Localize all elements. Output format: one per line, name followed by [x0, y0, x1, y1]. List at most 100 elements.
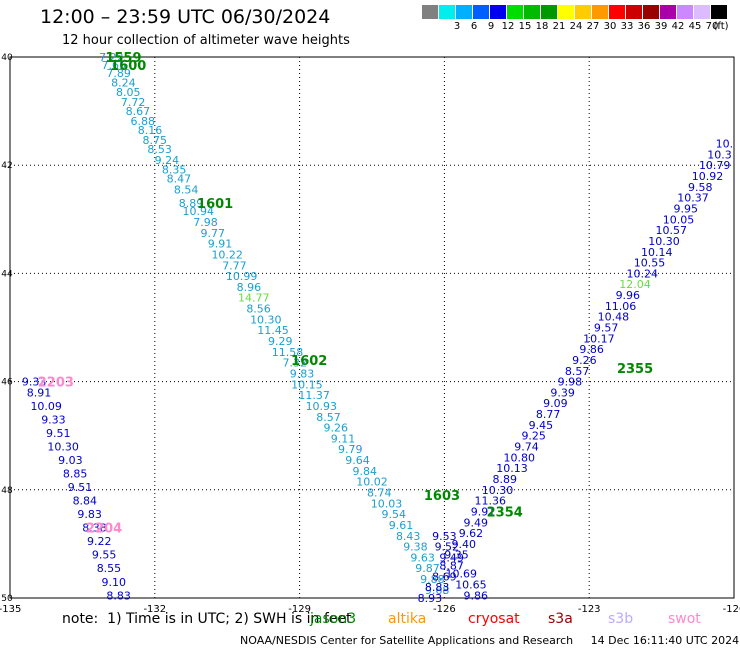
swh-value: 8.83 [106, 589, 131, 602]
swh-value: 10.13 [496, 462, 528, 475]
swh-value: 9.45 [529, 419, 554, 432]
swh-value: 7.98 [193, 216, 218, 229]
swh-value: 10.17 [583, 332, 615, 345]
swh-value: 9.26 [572, 354, 597, 367]
swh-value: 7.32 [283, 357, 308, 370]
swh-value: 10.57 [656, 224, 688, 237]
legend-label: 24 [569, 21, 583, 32]
swh-value: 8.75 [143, 134, 168, 147]
swh-value: 7.65 [102, 59, 127, 72]
swh-value: 9.83 [290, 367, 315, 380]
swh-value: 8.54 [174, 184, 199, 197]
swh-value: 9.79 [338, 443, 363, 456]
swh-value: 10.69 [446, 568, 478, 581]
legend-label: 45 [688, 21, 702, 32]
swh-value: 8.35 [162, 164, 187, 177]
swh-value: 9.09 [543, 397, 568, 410]
swh-value: 11.37 [298, 389, 330, 402]
legend-label: 18 [535, 21, 549, 32]
swh-value: 10.03 [371, 497, 403, 510]
swh-value: 9.22 [87, 535, 112, 548]
legend-label: 21 [552, 21, 566, 32]
legend-swatch [558, 5, 574, 19]
legend-swatch [456, 5, 472, 19]
swh-value: 6.88 [130, 115, 155, 128]
swh-value: 10.22 [211, 248, 243, 261]
swh-value: 9.88 [420, 573, 445, 586]
lon-tick-label: -135 [0, 604, 21, 615]
legend-unit: (ft) [713, 21, 729, 32]
swh-value: 10.09 [30, 400, 62, 413]
swh-value: 9.58 [688, 181, 713, 194]
lat-tick-label: 48 [1, 486, 13, 496]
pass-time-label: 1559 [105, 51, 141, 66]
pass-time-label: 1600 [110, 59, 146, 74]
swh-value: 8.87 [439, 560, 464, 573]
swh-value: 9.24 [155, 154, 180, 167]
swh-value: 10.79 [699, 159, 731, 172]
swh-value: 9.87 [415, 562, 440, 575]
swh-value: 11.06 [605, 300, 637, 313]
swh-value: 9.03 [58, 454, 83, 467]
swh-value: 8.96 [237, 281, 262, 294]
swh-value: 10.24 [627, 267, 659, 280]
map-frame [9, 56, 735, 599]
swh-value: 10.37 [677, 192, 709, 205]
lat-tick-label: 40 [1, 53, 13, 63]
pass-time-label: 1601 [197, 197, 233, 212]
swh-value: 9.74 [514, 441, 539, 454]
swh-value: 10.3 [707, 148, 732, 161]
pass-time-label: 2203 [38, 376, 74, 391]
swh-value: 9.26 [324, 422, 349, 435]
legend-label: 9 [487, 21, 495, 32]
lat-tick-label: 46 [1, 378, 13, 388]
swh-value: 8.77 [536, 408, 561, 421]
satellite-label-jason3: jason3 [310, 611, 357, 627]
swh-value: 9.68 [425, 584, 450, 597]
swh-value: 10.48 [598, 311, 630, 324]
swh-value: 8.67 [126, 105, 151, 118]
swh-value: 9.40 [451, 538, 476, 551]
swh-value: 10.92 [692, 170, 724, 183]
swh-value: 9.11 [331, 432, 356, 445]
legend-label: 39 [654, 21, 668, 32]
swh-value: 8.89 [492, 473, 517, 486]
legend-label: 33 [620, 21, 634, 32]
swh-value: 11.58 [272, 346, 304, 359]
satellite-label-altika: altika [388, 611, 427, 627]
swh-value: 9.77 [200, 227, 225, 240]
swh-value: 9.91 [471, 505, 496, 518]
satellite-label-cryosat: cryosat [468, 611, 520, 627]
legend-label: 42 [671, 21, 685, 32]
swh-value: 9.51 [68, 481, 93, 494]
swh-value: 10.80 [503, 451, 535, 464]
pass-time-label: 2354 [487, 505, 523, 520]
swh-value: 10.94 [182, 205, 214, 218]
swh-value: 10.30 [250, 313, 282, 326]
swh-value: 8.57 [316, 411, 341, 424]
legend-swatch [524, 5, 540, 19]
swh-value: 10.15 [291, 378, 323, 391]
swh-value: 10. [716, 138, 734, 151]
swh-value: 7.22 [99, 51, 124, 64]
swh-value: 9.54 [381, 508, 406, 521]
swh-value: 8.05 [116, 86, 141, 99]
legend-label: 6 [470, 21, 478, 32]
swh-value: 8.53 [147, 143, 172, 156]
legend-swatch [626, 5, 642, 19]
lat-tick-label: 44 [1, 269, 13, 279]
swh-value: 8.16 [138, 124, 163, 137]
swh-value: 8.43 [396, 530, 421, 543]
satellite-label-swot: swot [668, 611, 701, 627]
legend-swatch [592, 5, 608, 19]
legend-swatch [490, 5, 506, 19]
swh-value: 9.95 [673, 202, 698, 215]
legend-swatch [694, 5, 710, 19]
legend-label: 15 [518, 21, 532, 32]
swh-value: 12.04 [619, 278, 651, 291]
swh-value: 8.69 [432, 570, 457, 583]
swh-value: 11.45 [257, 324, 289, 337]
swh-value: 8.91 [27, 386, 52, 399]
legend-label: 3 [453, 21, 461, 32]
